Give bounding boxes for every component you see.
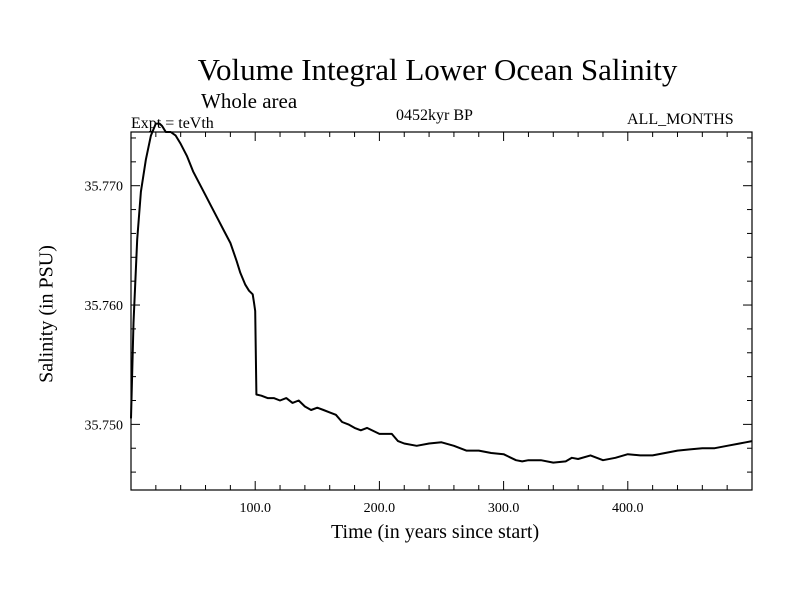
x-tick-label: 200.0 — [364, 501, 396, 516]
x-axis-label: Time (in years since start) — [331, 521, 540, 543]
x-tick-label: 100.0 — [239, 501, 271, 516]
salinity-series-line — [130, 122, 753, 464]
chart-title: Volume Integral Lower Ocean Salinity — [197, 52, 678, 87]
x-tick-label: 300.0 — [488, 501, 520, 516]
period-label: 0452kyr BP — [396, 107, 473, 124]
plot-frame — [130, 131, 753, 491]
y-tick-label: 35.770 — [85, 180, 124, 195]
chart-subtitle: Whole area — [201, 89, 298, 113]
months-label: ALL_MONTHS — [627, 111, 734, 128]
experiment-label: Expt = teVth — [131, 115, 214, 132]
x-tick-label: 400.0 — [612, 501, 644, 516]
y-tick-label: 35.750 — [85, 418, 124, 433]
y-tick-label: 35.760 — [85, 299, 124, 314]
